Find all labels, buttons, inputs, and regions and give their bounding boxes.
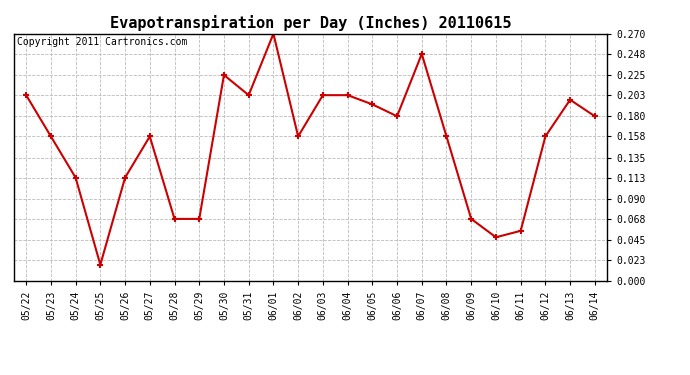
Title: Evapotranspiration per Day (Inches) 20110615: Evapotranspiration per Day (Inches) 2011… [110,15,511,31]
Text: Copyright 2011 Cartronics.com: Copyright 2011 Cartronics.com [17,38,187,48]
